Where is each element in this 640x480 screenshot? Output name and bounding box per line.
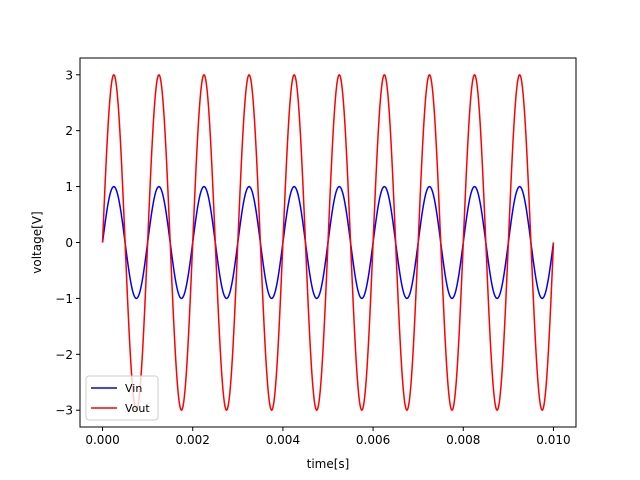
y-tick-label: 1: [65, 180, 73, 194]
x-tick-label: 0.006: [356, 433, 390, 447]
legend: Vin Vout: [85, 375, 159, 421]
x-tick-label: 0.002: [176, 433, 210, 447]
x-tick-label: 0.010: [536, 433, 570, 447]
legend-label-vin: Vin: [125, 382, 142, 395]
y-tick-label: −3: [55, 404, 73, 418]
series-layer: [101, 74, 555, 411]
legend-label-vout: Vout: [125, 402, 150, 415]
x-axis-ticks: 0.000 0.002 0.004 0.006 0.008 0.010: [85, 427, 571, 447]
x-tick-label: 0.008: [446, 433, 480, 447]
y-tick-label: −1: [55, 292, 73, 306]
series-line-vout: [101, 74, 555, 411]
y-tick-label: 0: [65, 236, 73, 250]
y-tick-label: 2: [65, 124, 73, 138]
y-axis-label: voltage[V]: [30, 211, 44, 273]
x-tick-label: 0.000: [85, 433, 119, 447]
y-tick-label: −2: [55, 348, 73, 362]
x-tick-label: 0.004: [266, 433, 300, 447]
legend-box: [85, 375, 159, 421]
y-axis-ticks: −3 −2 −1 0 1 2 3: [55, 68, 80, 418]
y-tick-label: 3: [65, 68, 73, 82]
x-axis-label: time[s]: [307, 457, 350, 471]
